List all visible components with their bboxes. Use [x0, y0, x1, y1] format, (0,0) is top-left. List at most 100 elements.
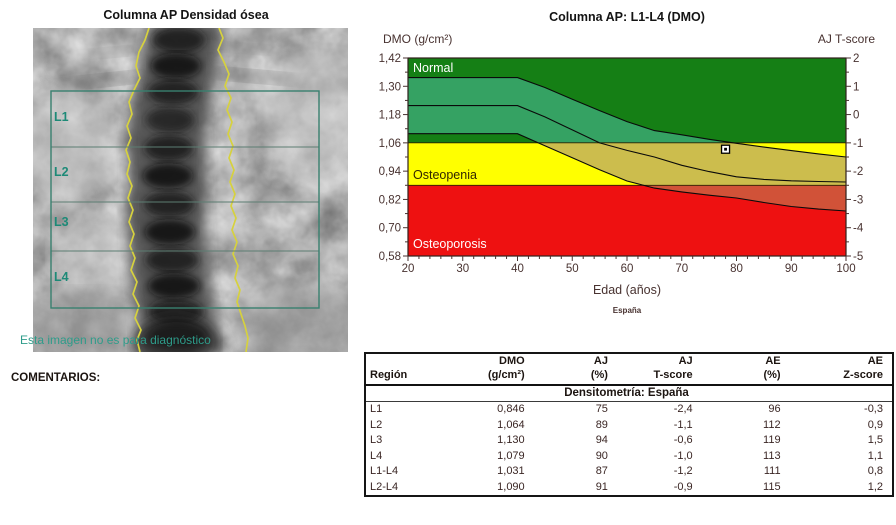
table-row-l2-l4: L2-L4 1,090 91 -0,9 115 1,2: [365, 480, 893, 497]
scan-title: Columna AP Densidad ósea: [103, 8, 269, 22]
x-tick-label: 70: [675, 263, 688, 275]
y-right-tick-label: -5: [853, 251, 863, 263]
cell: 91: [595, 480, 608, 493]
cell: 111: [763, 465, 781, 477]
chart-ylabel-left: DMO (g/cm²): [383, 32, 452, 46]
cell: 87: [595, 465, 608, 477]
cell: L1: [370, 403, 383, 415]
y-right-tick-label: -2: [853, 166, 863, 178]
table-title: Densitometría: España: [365, 385, 893, 402]
x-tick-label: 60: [621, 263, 634, 275]
col-header-regin: Región: [365, 353, 445, 386]
roi-box: [50, 90, 320, 309]
y-right-tick-label: -3: [853, 194, 863, 206]
cell: -0,9: [673, 480, 693, 493]
y-left-tick-label: 1,42: [379, 53, 401, 65]
spine-scan-image: L1 L2 L3 L4: [33, 28, 348, 352]
cell: L4: [370, 449, 383, 462]
y-left-tick-label: 0,94: [379, 166, 402, 178]
cell: -1,1: [673, 418, 693, 431]
y-left-tick-label: 0,70: [379, 223, 401, 235]
cell: 89: [595, 418, 608, 431]
y-right-tick-label: 0: [853, 110, 859, 122]
roi-region-labels: L1 L2 L3 L4: [54, 110, 69, 284]
cell: 1,090: [497, 480, 525, 493]
cell: L2-L4: [370, 480, 399, 493]
cell: 1,130: [497, 434, 525, 446]
table-row-l1-l4: L1-L4 1,031 87 -1,2 111 0,8: [365, 464, 893, 480]
x-tick-label: 100: [836, 263, 855, 275]
cell: -0,6: [673, 434, 693, 446]
y-right-tick-label: -1: [853, 138, 863, 150]
cell: L1-L4: [370, 465, 399, 477]
x-tick-label: 50: [566, 263, 579, 275]
cell: -0,3: [864, 403, 883, 415]
zone-label-normal: Normal: [413, 61, 453, 75]
table-title-row: Densitometría: España: [365, 385, 893, 402]
roi-label-l3: L3: [54, 215, 69, 229]
y-left-tick-label: 1,30: [379, 81, 401, 93]
dmo-reference-chart: 20 30 40 50 60 70 80 90 1001,421,301,181,060,940…: [379, 10, 876, 315]
band-upper-curve: [408, 77, 847, 158]
x-tick-label: 40: [511, 263, 524, 275]
chart-reference-source: España: [613, 306, 642, 315]
cell: -1,0: [673, 449, 693, 462]
table-row-l1: L1 0,846 75 -2,4 96 -0,3: [365, 402, 893, 418]
col-header-: AE (%): [701, 353, 790, 386]
comments-label: COMENTARIOS:: [11, 372, 101, 384]
patient-point-marker: [720, 144, 731, 154]
col-header-tscore: AJ T-score: [616, 353, 702, 386]
roi-label-l2: L2: [54, 165, 69, 179]
cell: 0,846: [497, 403, 525, 415]
bone-contour-right: [217, 28, 249, 352]
cell: L2: [370, 418, 383, 431]
x-tick-label: 80: [730, 263, 743, 275]
band-lower-curve: [408, 133, 847, 212]
results-table: Densitometría: España Región DMO (g/cm²) AJ…: [364, 352, 894, 497]
zone-label-osteoporosis: Osteoporosis: [413, 237, 487, 251]
cell: 1,5: [867, 434, 883, 446]
cell: -2,4: [673, 403, 693, 415]
col-header-: AJ (%): [533, 353, 617, 386]
table-row-l4: L4 1,079 90 -1,0 113 1,1: [365, 449, 893, 465]
y-left-tick-label: 0,58: [379, 251, 401, 263]
bone-contour-left: [125, 28, 150, 352]
cell: 1,031: [497, 465, 525, 477]
x-tick-label: 90: [785, 263, 798, 275]
scan-grayscale-art: [33, 28, 348, 352]
scan-disclaimer: Esta imagen no es para diagnóstico: [20, 333, 211, 347]
roi-overlay: L1 L2 L3 L4: [50, 90, 320, 309]
cell: 112: [763, 418, 781, 431]
cell: -1,2: [673, 465, 693, 477]
table-row-l3: L3 1,130 94 -0,6 119 1,5: [365, 433, 893, 449]
cell: 1,064: [497, 418, 525, 431]
cell: 1,2: [867, 480, 883, 493]
chart-xlabel: Edad (años): [593, 283, 661, 297]
cell: 94: [595, 434, 608, 446]
cell: 96: [768, 403, 781, 415]
cell: 113: [763, 449, 781, 462]
zone-label-osteopenia: Osteopenia: [413, 168, 477, 182]
cell: 90: [595, 449, 608, 462]
band-mid-curve: [408, 105, 847, 183]
col-header-zscore: AE Z-score: [789, 353, 893, 386]
table-header-row: Región DMO (g/cm²) AJ (%) AJ T-score AE (%) AE Z-s…: [365, 353, 893, 386]
cell: 115: [763, 480, 781, 493]
roi-label-l4: L4: [54, 270, 69, 284]
cell: L3: [370, 434, 383, 446]
cell: 75: [595, 403, 608, 415]
y-left-tick-label: 1,06: [379, 138, 401, 150]
cell: 1,079: [497, 449, 525, 462]
y-right-tick-label: 2: [853, 53, 859, 65]
cell: 0,9: [867, 418, 883, 431]
table-row-l2: L2 1,064 89 -1,1 112 0,9: [365, 418, 893, 434]
y-right-tick-label: -4: [853, 223, 864, 235]
x-tick-label: 30: [456, 263, 469, 275]
cell: 1,1: [867, 449, 883, 462]
y-left-tick-label: 0,82: [379, 194, 401, 206]
cell: 0,8: [867, 465, 883, 477]
cell: 119: [763, 434, 781, 446]
chart-title: Columna AP: L1-L4 (DMO): [549, 10, 705, 24]
roi-label-l1: L1: [54, 110, 69, 124]
